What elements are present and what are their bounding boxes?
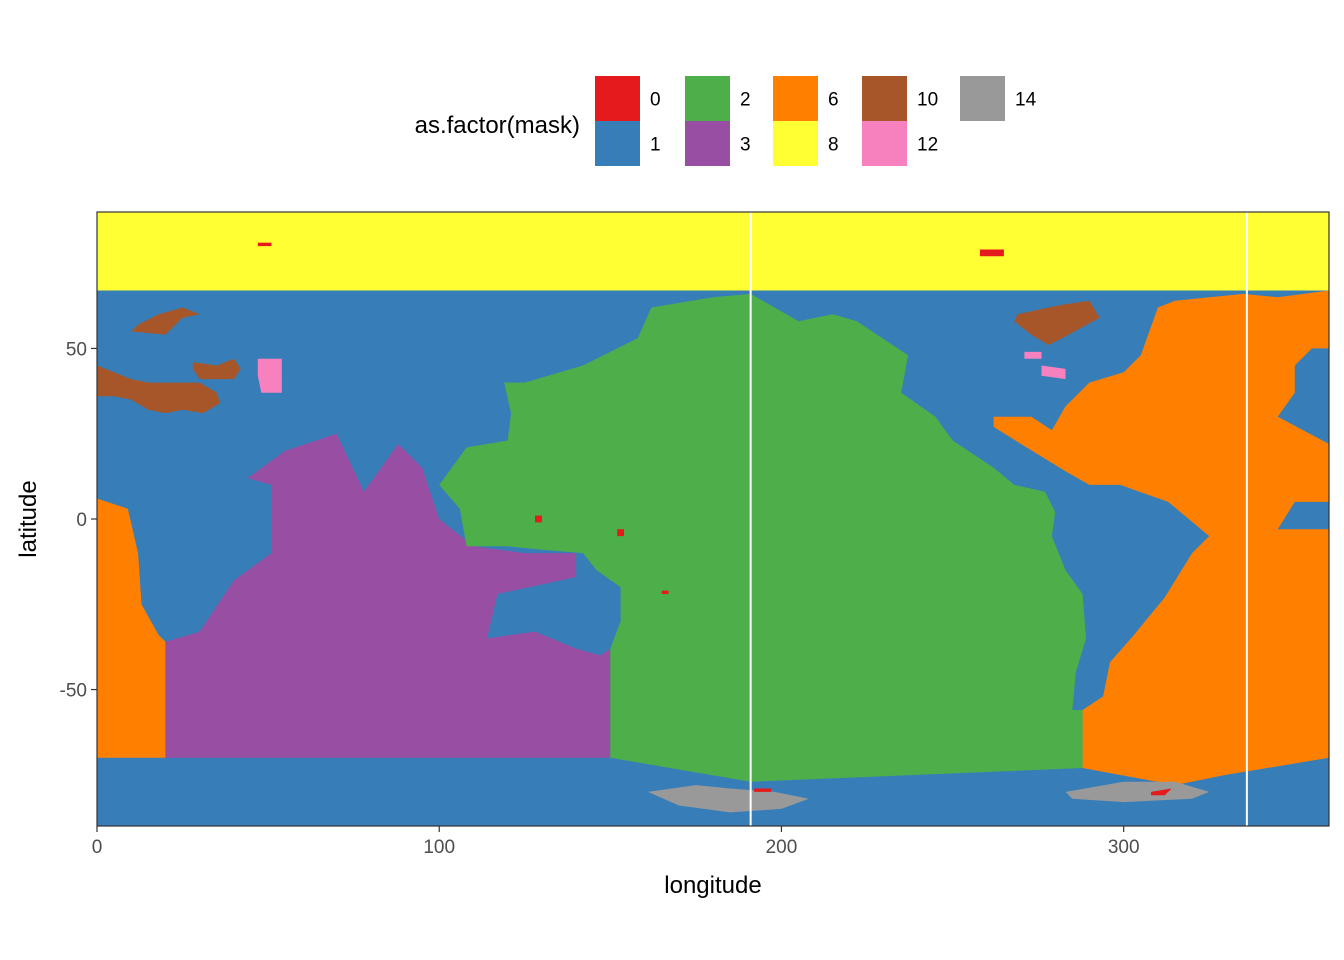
legend-label-3: 3 [740, 135, 751, 156]
region-mask-10 [97, 365, 221, 414]
y-axis-title: latitude [15, 480, 42, 557]
region-mask-0 [754, 788, 772, 792]
legend-label-1: 1 [650, 135, 661, 156]
legend-label-12: 12 [917, 135, 938, 156]
y-tick-label: 50 [66, 339, 87, 360]
region-mask-10 [131, 307, 200, 335]
region-mask-14 [648, 785, 809, 813]
legend-title: as.factor(mask) [415, 112, 580, 139]
region-mask-10 [1014, 300, 1100, 345]
x-tick-label: 300 [1108, 837, 1140, 858]
legend-key-14 [960, 76, 1005, 121]
legend-key-0 [595, 76, 640, 121]
legend-key-10 [862, 76, 907, 121]
region-mask-1 [1277, 348, 1329, 530]
legend-key-3 [685, 121, 730, 166]
y-tick-label: 0 [76, 510, 87, 531]
legend-key-8 [773, 121, 818, 166]
x-tick-label: 0 [92, 837, 103, 858]
legend-label-6: 6 [828, 90, 839, 111]
region-mask-3 [165, 433, 611, 758]
y-tick-label: -50 [60, 681, 87, 702]
y-axis: 50 0 -50 [60, 339, 97, 702]
legend-label-8: 8 [828, 135, 839, 156]
legend-key-12 [862, 121, 907, 166]
legend-key-2 [685, 76, 730, 121]
region-mask-12 [257, 358, 282, 393]
plot-panel [96, 211, 1330, 827]
legend-label-0: 0 [650, 90, 661, 111]
x-tick-label: 200 [766, 837, 798, 858]
region-mask-0 [979, 249, 1004, 257]
region-mask-6 [993, 290, 1329, 786]
region-mask-10 [192, 358, 241, 380]
region-mask-0 [535, 515, 542, 523]
region-mask-14 [1065, 781, 1210, 803]
region-mask-0 [257, 242, 272, 247]
x-tick-label: 100 [423, 837, 455, 858]
region-mask-0 [661, 590, 669, 594]
region-mask-12 [1024, 351, 1042, 359]
region-mask-2 [439, 293, 1086, 782]
region-mask-0 [1151, 788, 1172, 796]
legend-label-2: 2 [740, 90, 751, 111]
legend-label-14: 14 [1015, 90, 1037, 111]
region-mask-6 [97, 498, 166, 758]
x-axis-title: longitude [664, 872, 761, 899]
region-mask-12 [1041, 365, 1066, 380]
legend-key-1 [595, 121, 640, 166]
legend-key-6 [773, 76, 818, 121]
legend-label-10: 10 [917, 90, 938, 111]
region-mask-8 [97, 212, 1329, 291]
region-mask-0 [617, 529, 624, 537]
x-axis: 0 100 200 300 [92, 826, 1140, 858]
